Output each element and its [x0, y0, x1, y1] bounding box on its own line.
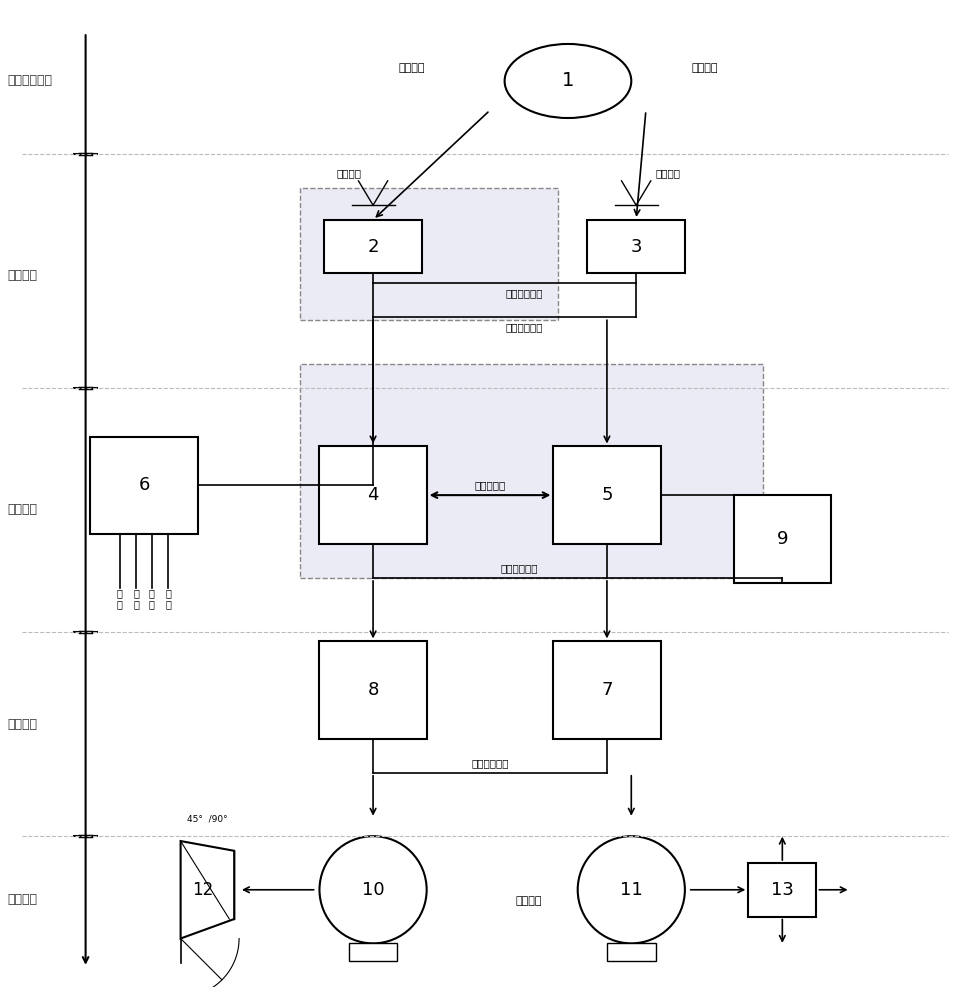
- Circle shape: [319, 836, 426, 943]
- FancyBboxPatch shape: [319, 446, 426, 544]
- Text: 2: 2: [368, 238, 379, 256]
- Text: 1: 1: [562, 71, 574, 90]
- Text: 门
开: 门 开: [117, 588, 122, 609]
- Text: 接收天线: 接收天线: [656, 168, 681, 178]
- Text: 45°  /90°: 45° /90°: [187, 815, 227, 824]
- Text: 8: 8: [368, 681, 378, 699]
- Text: 门
关: 门 关: [133, 588, 139, 609]
- Text: 射频接收: 射频接收: [8, 269, 37, 282]
- FancyBboxPatch shape: [300, 364, 762, 578]
- Text: 锁
开: 锁 开: [149, 588, 155, 609]
- Text: 接收天线: 接收天线: [336, 168, 362, 178]
- Text: 驱动控制: 驱动控制: [8, 718, 37, 731]
- Text: 9: 9: [776, 530, 788, 548]
- Text: 驱动控制总线: 驱动控制总线: [501, 563, 538, 573]
- Ellipse shape: [505, 44, 631, 118]
- FancyBboxPatch shape: [324, 220, 421, 273]
- FancyBboxPatch shape: [554, 641, 661, 739]
- FancyBboxPatch shape: [554, 446, 661, 544]
- Text: 射频信号: 射频信号: [399, 63, 425, 73]
- Text: 射频命令发送: 射频命令发送: [8, 74, 53, 87]
- Text: 射频信号: 射频信号: [691, 63, 717, 73]
- Text: 11: 11: [620, 881, 643, 899]
- FancyBboxPatch shape: [734, 495, 831, 583]
- FancyBboxPatch shape: [300, 188, 559, 320]
- Text: 数据处理: 数据处理: [8, 503, 37, 516]
- FancyBboxPatch shape: [319, 641, 426, 739]
- FancyBboxPatch shape: [90, 437, 198, 534]
- Text: 互检测总线: 互检测总线: [474, 480, 506, 490]
- FancyBboxPatch shape: [748, 863, 816, 917]
- Polygon shape: [180, 841, 234, 938]
- FancyBboxPatch shape: [349, 943, 398, 961]
- Text: 13: 13: [771, 881, 794, 899]
- Text: 7: 7: [601, 681, 612, 699]
- Text: 锁
关: 锁 关: [166, 588, 171, 609]
- Text: 驱动电机: 驱动电机: [515, 896, 542, 906]
- Text: 5: 5: [601, 486, 612, 504]
- Circle shape: [577, 836, 685, 943]
- FancyBboxPatch shape: [607, 943, 656, 961]
- Text: 驱动输出总线: 驱动输出总线: [471, 758, 509, 768]
- Text: 状态采集总线: 状态采集总线: [506, 322, 543, 332]
- Text: 天线数据总线: 天线数据总线: [506, 288, 543, 298]
- Text: 3: 3: [630, 238, 642, 256]
- Text: 10: 10: [362, 881, 384, 899]
- Text: 执行控制: 执行控制: [8, 893, 37, 906]
- Text: 6: 6: [138, 476, 150, 494]
- Text: 4: 4: [368, 486, 379, 504]
- FancyBboxPatch shape: [587, 220, 685, 273]
- Text: 12: 12: [192, 881, 214, 899]
